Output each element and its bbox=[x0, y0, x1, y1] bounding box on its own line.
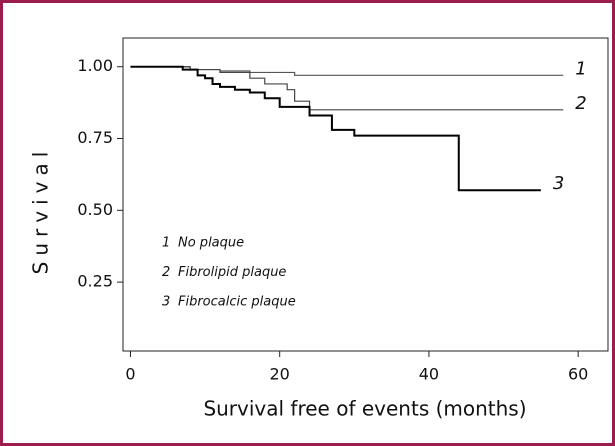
x-tick-label: 0 bbox=[125, 365, 135, 384]
y-tick-label: 0.25 bbox=[77, 272, 113, 291]
curve-label: 2 bbox=[575, 93, 586, 114]
legend-label: Fibrocalcic plaque bbox=[178, 295, 296, 310]
survival-curve bbox=[130, 66, 564, 111]
x-tick-label: 20 bbox=[270, 365, 290, 384]
survival-curve bbox=[130, 66, 564, 76]
survival-curve bbox=[130, 65, 541, 192]
x-tick-label: 40 bbox=[419, 365, 439, 384]
legend-label: Fibrolipid plaque bbox=[178, 265, 286, 280]
legend-label: No plaque bbox=[178, 236, 244, 251]
y-axis-label: Survival bbox=[29, 146, 53, 275]
plot-area bbox=[122, 37, 609, 352]
legend-number: 1 bbox=[162, 236, 170, 251]
y-tick-label: 1.00 bbox=[77, 56, 113, 75]
legend-number: 2 bbox=[162, 265, 170, 280]
y-tick-label: 0.75 bbox=[77, 128, 113, 147]
legend-number: 3 bbox=[162, 295, 170, 310]
curve-label: 1 bbox=[575, 58, 586, 79]
curve-label: 3 bbox=[553, 173, 564, 194]
y-tick-label: 0.50 bbox=[77, 200, 113, 219]
x-tick-label: 60 bbox=[568, 365, 588, 384]
x-axis-label: Survival free of events (months) bbox=[203, 397, 526, 421]
